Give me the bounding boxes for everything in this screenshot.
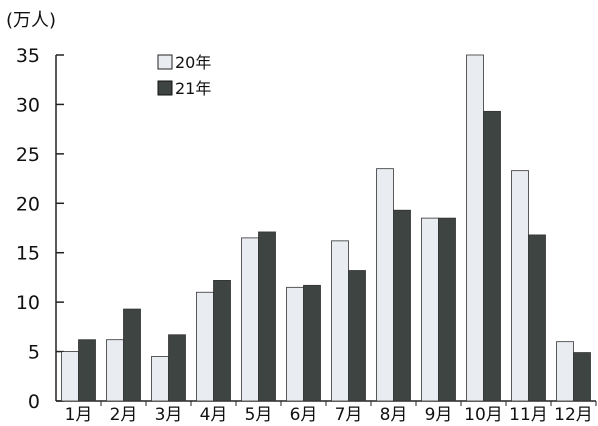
bar-21年-10月 <box>483 110 501 402</box>
x-tick-label: 6月 <box>290 405 318 425</box>
y-tick-label: 0 <box>28 391 40 413</box>
bar-group <box>61 54 591 402</box>
y-tick-label: 10 <box>16 292 40 314</box>
bar-21年-3月 <box>168 334 186 402</box>
bar-20年-10月 <box>466 54 484 402</box>
bar-21年-5月 <box>258 231 276 402</box>
y-tick-label: 15 <box>16 243 40 265</box>
bar-21年-1月 <box>78 339 96 402</box>
y-tick-label: 20 <box>16 193 40 215</box>
x-tick-label: 3月 <box>155 405 183 425</box>
bar-20年-11月 <box>511 170 529 402</box>
bar-21年-2月 <box>123 308 141 402</box>
y-unit-label: (万人) <box>6 10 56 31</box>
x-tick-label: 1月 <box>65 405 93 425</box>
y-tick-label: 5 <box>28 342 40 364</box>
bar-21年-8月 <box>393 209 411 402</box>
x-tick-label: 8月 <box>380 405 408 425</box>
bar-20年-5月 <box>241 237 259 402</box>
y-tick-label: 35 <box>16 45 40 67</box>
x-tick-label: 11月 <box>509 405 548 425</box>
bar-21年-12月 <box>573 352 591 402</box>
legend-swatch-20 <box>157 54 173 70</box>
bar-21年-11月 <box>528 234 546 402</box>
x-tick-label: 9月 <box>425 405 453 425</box>
bar-20年-2月 <box>106 339 124 402</box>
bar-21年-9月 <box>438 217 456 402</box>
bar-20年-1月 <box>61 351 79 402</box>
bar-20年-3月 <box>151 356 169 402</box>
legend-label-20: 20年 <box>175 53 211 72</box>
legend-label-21: 21年 <box>175 79 211 98</box>
y-tick-label: 30 <box>16 94 40 116</box>
legend: 20年 21年 <box>157 53 211 98</box>
y-tick-label: 25 <box>16 144 40 166</box>
y-tick-group: 0 5 10 15 20 25 30 35 <box>16 45 64 413</box>
bar-20年-12月 <box>556 341 574 402</box>
bar-20年-9月 <box>421 217 439 402</box>
x-tick-label: 5月 <box>245 405 273 425</box>
bar-21年-4月 <box>213 279 231 402</box>
x-tick-label: 12月 <box>554 405 593 425</box>
legend-swatch-21 <box>157 80 173 96</box>
x-tick-label: 7月 <box>335 405 363 425</box>
bar-20年-7月 <box>331 240 349 402</box>
bar-21年-6月 <box>303 284 321 402</box>
x-tick-label: 2月 <box>110 405 138 425</box>
x-tick-group: 1月 2月 3月 4月 5月 6月 7月 8月 9月 10月 11月 12月 <box>65 401 597 425</box>
bar-20年-8月 <box>376 168 394 402</box>
bar-20年-4月 <box>196 291 214 402</box>
bar-21年-7月 <box>348 270 366 402</box>
x-tick-label: 10月 <box>464 405 503 425</box>
x-tick-label: 4月 <box>200 405 228 425</box>
bar-20年-6月 <box>286 286 304 402</box>
